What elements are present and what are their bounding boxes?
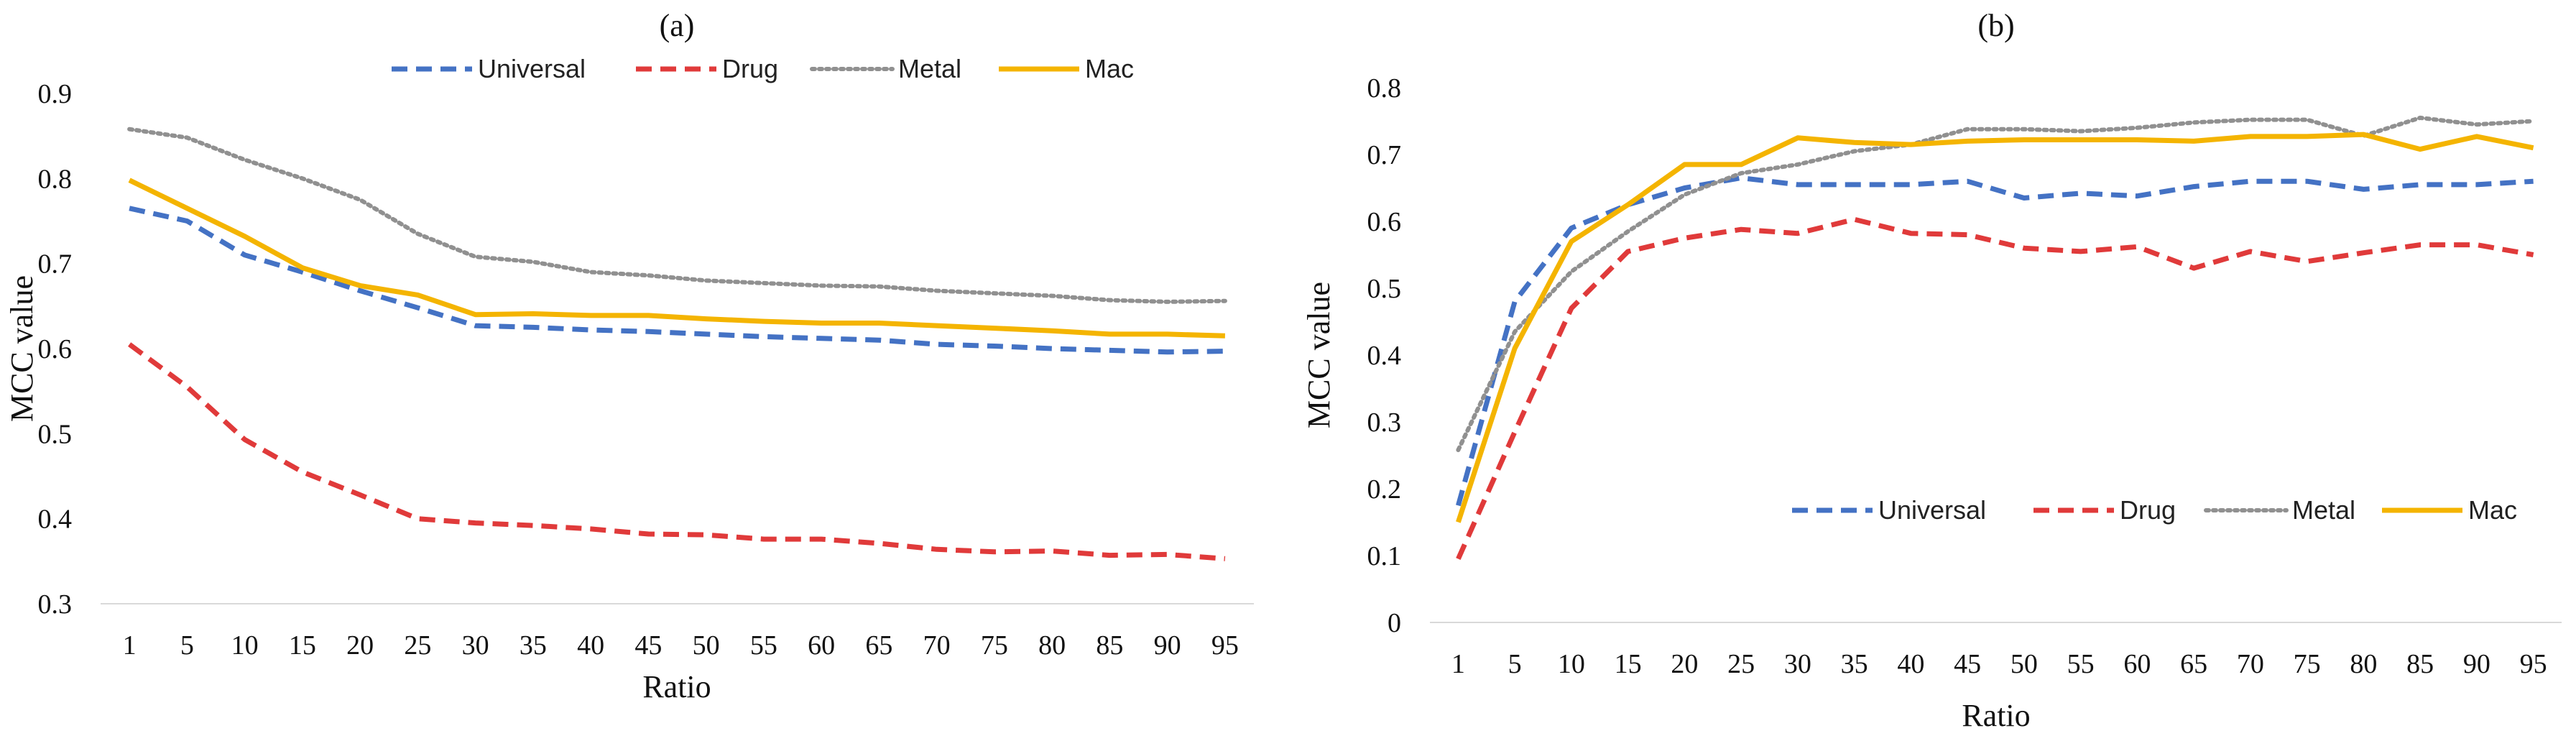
x-tick-label: 75 bbox=[981, 630, 1008, 661]
series-line-universal bbox=[1456, 175, 2534, 507]
x-tick-label: 1 bbox=[123, 630, 137, 661]
x-tick-label: 55 bbox=[750, 630, 777, 661]
series-line-universal bbox=[129, 206, 1225, 355]
x-tick-label: 20 bbox=[346, 630, 374, 661]
legend-label-metal: Metal bbox=[2292, 495, 2355, 525]
y-tick-label: 0.1 bbox=[1367, 541, 1402, 571]
legend-label-universal: Universal bbox=[1878, 495, 1986, 525]
legend-label-mac: Mac bbox=[2468, 495, 2517, 525]
series-line-drug bbox=[1456, 216, 2534, 561]
x-tick-label: 50 bbox=[693, 630, 720, 661]
x-tick-label: 65 bbox=[2180, 649, 2207, 679]
y-tick-label: 0.5 bbox=[38, 419, 73, 449]
chart-panel-a: (a)0.30.40.50.60.70.80.91 5 10 15 20 25 30 35 40… bbox=[4, 8, 1254, 704]
series-line-mac bbox=[1456, 132, 2534, 523]
x-tick-label: 20 bbox=[1671, 649, 1698, 679]
y-tick-label: 0.5 bbox=[1367, 274, 1402, 304]
y-tick-label: 0.2 bbox=[1367, 474, 1402, 505]
x-tick-label: 25 bbox=[404, 630, 431, 661]
legend-label-drug: Drug bbox=[722, 54, 778, 83]
x-tick-label: 35 bbox=[1841, 649, 1868, 679]
x-tick-label: 30 bbox=[1784, 649, 1811, 679]
x-tick-label: 90 bbox=[2463, 649, 2490, 679]
y-tick-label: 0.4 bbox=[1367, 341, 1402, 371]
series-line-mac bbox=[128, 178, 1226, 339]
y-tick-label: 0.8 bbox=[38, 164, 73, 194]
y-tick-label: 0.4 bbox=[38, 505, 73, 535]
x-tick-label: 75 bbox=[2294, 649, 2321, 679]
x-tick-label: 30 bbox=[462, 630, 489, 661]
x-tick-label: 50 bbox=[2011, 649, 2038, 679]
legend-label-mac: Mac bbox=[1085, 54, 1134, 83]
x-tick-label: 35 bbox=[520, 630, 547, 661]
x-tick-label: 25 bbox=[1727, 649, 1755, 679]
x-tick-label: 60 bbox=[808, 630, 835, 661]
x-tick-label: 80 bbox=[1038, 630, 1066, 661]
x-axis-label: Ratio bbox=[1962, 698, 2030, 733]
x-tick-label: 45 bbox=[634, 630, 662, 661]
x-tick-label: 5 bbox=[180, 630, 194, 661]
x-tick-label: 85 bbox=[1096, 630, 1123, 661]
x-tick-label: 1 bbox=[1451, 649, 1465, 679]
y-tick-label: 0.7 bbox=[1367, 140, 1402, 170]
chart-title: (a) bbox=[660, 8, 695, 43]
y-tick-label: 0.6 bbox=[38, 334, 73, 364]
series-line-metal bbox=[127, 126, 1227, 304]
legend-label-metal: Metal bbox=[898, 54, 961, 83]
x-tick-label: 45 bbox=[1954, 649, 1981, 679]
x-tick-label: 55 bbox=[2067, 649, 2095, 679]
x-tick-label: 85 bbox=[2406, 649, 2434, 679]
y-tick-label: 0.6 bbox=[1367, 207, 1402, 237]
x-tick-label: 70 bbox=[923, 630, 951, 661]
x-tick-label: 40 bbox=[577, 630, 604, 661]
x-tick-label: 15 bbox=[289, 630, 316, 661]
legend-label-drug: Drug bbox=[2120, 495, 2176, 525]
y-tick-label: 0 bbox=[1388, 608, 1401, 638]
x-tick-label: 10 bbox=[231, 630, 259, 661]
x-tick-label: 10 bbox=[1558, 649, 1585, 679]
x-tick-label: 60 bbox=[2123, 649, 2151, 679]
series-line-metal bbox=[1456, 115, 2536, 453]
x-tick-label: 70 bbox=[2237, 649, 2264, 679]
x-tick-label: 90 bbox=[1154, 630, 1181, 661]
x-tick-label: 65 bbox=[865, 630, 892, 661]
x-tick-label: 40 bbox=[1897, 649, 1924, 679]
y-tick-label: 0.8 bbox=[1367, 73, 1402, 104]
x-tick-label: 95 bbox=[1211, 630, 1239, 661]
x-tick-label: 80 bbox=[2350, 649, 2377, 679]
x-tick-label: 15 bbox=[1615, 649, 1642, 679]
y-axis-label: MCC value bbox=[4, 275, 40, 422]
y-axis-label: MCC value bbox=[1301, 282, 1337, 428]
y-tick-label: 0.7 bbox=[38, 249, 73, 280]
y-tick-label: 0.9 bbox=[38, 79, 73, 109]
series-line-drug bbox=[128, 342, 1226, 561]
y-tick-label: 0.3 bbox=[38, 589, 73, 620]
y-tick-label: 0.3 bbox=[1367, 408, 1402, 438]
x-tick-label: 5 bbox=[1508, 649, 1522, 679]
chart-title: (b) bbox=[1977, 8, 2014, 43]
x-tick-label: 95 bbox=[2520, 649, 2547, 679]
legend-label-universal: Universal bbox=[478, 54, 586, 83]
chart-panel-b: (b)00.10.20.30.40.50.60.70.81 5 10 15 20 25 30… bbox=[1301, 8, 2562, 733]
x-axis-label: Ratio bbox=[642, 669, 711, 704]
